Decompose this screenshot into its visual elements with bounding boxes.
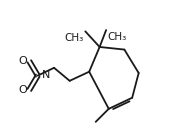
Text: N: N [41, 70, 50, 80]
Text: CH₃: CH₃ [65, 33, 84, 43]
Text: CH₃: CH₃ [108, 32, 127, 42]
Text: O: O [19, 56, 27, 66]
Text: O: O [19, 85, 27, 95]
